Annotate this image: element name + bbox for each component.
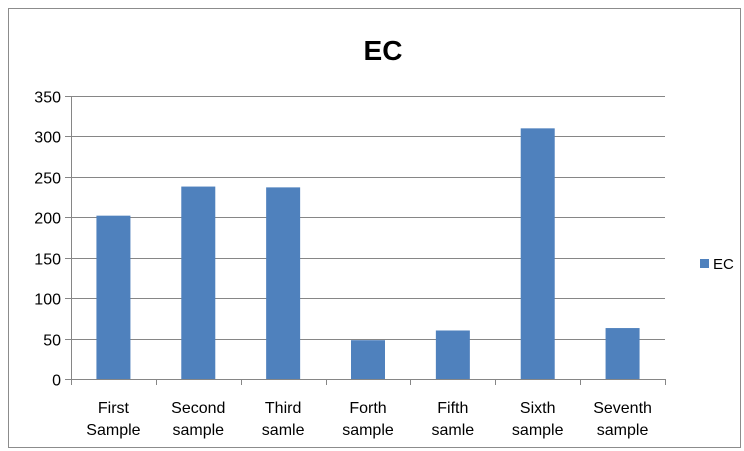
chart-frame: EC 0 50 100 150 200 250 300 350 First Sample Seco… [8, 8, 741, 448]
legend: EC [700, 256, 734, 273]
y-tick-label: 150 [34, 252, 61, 269]
bar [351, 340, 385, 379]
y-tick-label: 300 [34, 130, 61, 147]
bar [605, 328, 640, 379]
bars [96, 128, 640, 379]
axes [65, 96, 666, 385]
x-tick-label: Sixth sample [512, 400, 564, 439]
y-tick-label: 100 [34, 292, 61, 309]
y-tick-label: 200 [34, 211, 61, 228]
x-tick-label: Second sample [171, 400, 225, 439]
y-tick-label: 250 [34, 171, 61, 188]
bar [520, 128, 555, 379]
bar [266, 187, 301, 379]
legend-swatch [700, 259, 709, 268]
bar [96, 215, 131, 379]
y-tick-label: 0 [52, 373, 61, 390]
legend-label: EC [713, 256, 734, 273]
x-tick-label: Forth sample [342, 400, 394, 439]
y-tick-label: 350 [34, 90, 61, 107]
x-tick-labels: First Sample Second sample Third samle Forth sa… [86, 400, 652, 439]
gridlines [71, 96, 665, 340]
y-tick-labels: 0 50 100 150 200 250 300 350 [34, 90, 61, 390]
chart-title: EC [364, 35, 403, 66]
x-tick-label: Seventh sample [593, 400, 652, 439]
x-tick-label: Fifth samle [432, 400, 475, 439]
bar [435, 330, 470, 379]
bar [181, 186, 216, 379]
bar-chart: EC 0 50 100 150 200 250 300 350 First Sample Seco… [34, 35, 734, 439]
y-tick-label: 50 [43, 333, 61, 350]
x-tick-label: Third samle [262, 400, 305, 439]
x-tick-label: First Sample [86, 400, 140, 439]
